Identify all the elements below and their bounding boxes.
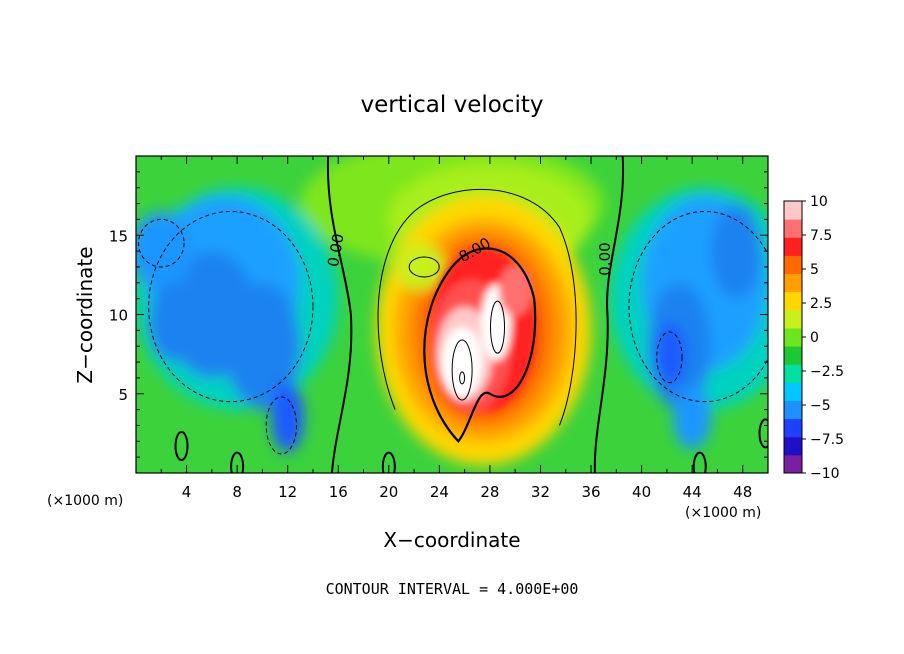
zero-contour-small xyxy=(381,451,396,473)
colorbar-label: −2.5 xyxy=(810,364,844,380)
y-tick-label: 15 xyxy=(109,227,128,245)
colorbar-label: 7.5 xyxy=(810,228,832,244)
contour-interval-footer: CONTOUR INTERVAL = 4.000E+00 xyxy=(326,580,579,598)
colorbar-swatch xyxy=(784,273,802,293)
x-tick-label: 20 xyxy=(379,483,398,501)
x-tick-label: 32 xyxy=(531,483,550,501)
zero-contour-small xyxy=(174,431,189,462)
field-blob xyxy=(673,385,712,450)
x-tick-label: 8 xyxy=(232,483,242,501)
colorbar-label: 0 xyxy=(810,330,819,346)
colorbar-label: 10 xyxy=(810,194,828,210)
contour-label: 0.00 xyxy=(596,242,614,275)
x-tick-label: 24 xyxy=(430,483,449,501)
colorbar-swatch xyxy=(784,400,802,420)
x-tick-label: 40 xyxy=(632,483,651,501)
negative-contour xyxy=(265,396,298,455)
colorbar-label: 2.5 xyxy=(810,296,832,312)
negative-contour xyxy=(148,210,314,403)
x-tick-label: 48 xyxy=(733,483,752,501)
x-unit-left: (×1000 m) xyxy=(47,493,123,509)
colorbar-swatch xyxy=(784,309,802,329)
colorbar-swatch xyxy=(784,436,802,456)
colorbar-label: −10 xyxy=(810,466,840,482)
x-tick-label: 44 xyxy=(683,483,702,501)
colorbar-swatch xyxy=(784,237,802,256)
contour-16 xyxy=(459,371,466,385)
plot-area: 0.00 8.00 0.00 xyxy=(136,156,768,473)
negative-contour xyxy=(138,218,185,268)
field-blob xyxy=(224,282,301,410)
colorbar-label: 5 xyxy=(810,262,819,278)
y-tick-label: 10 xyxy=(109,307,128,325)
zero-contour-small xyxy=(758,418,768,449)
field-core-blob xyxy=(441,327,483,397)
colorbar-swatch xyxy=(784,346,802,365)
colorbar: 10 7.5 5 2.5 0 −2.5 −5 −7.5 −10 xyxy=(783,194,844,482)
y-axis-ticks: 5 10 15 xyxy=(109,171,768,458)
y-tick-label: 5 xyxy=(118,386,128,404)
field-blob xyxy=(148,282,200,363)
chart-title: vertical velocity xyxy=(361,92,544,118)
x-tick-label: 16 xyxy=(329,483,348,501)
colorbar-swatch xyxy=(784,382,802,401)
colorbar-swatch xyxy=(784,327,802,347)
colorbar-swatch xyxy=(784,364,802,383)
field-blob xyxy=(271,382,305,453)
y-axis-label: Z−coordinate xyxy=(73,246,97,383)
x-tick-label: 12 xyxy=(278,483,297,501)
colorbar-label: −5 xyxy=(810,398,831,414)
colorbar-label: −7.5 xyxy=(810,432,844,448)
x-unit-right: (×1000 m) xyxy=(685,505,761,521)
colorbar-swatch xyxy=(784,255,802,275)
contour-label: 0.00 xyxy=(324,232,348,268)
colorbar-swatch xyxy=(784,201,802,220)
x-axis-label: X−coordinate xyxy=(383,528,520,552)
zero-contour-right xyxy=(593,156,625,473)
contour-12 xyxy=(490,300,506,354)
colorbar-swatch xyxy=(784,418,802,438)
x-tick-label: 36 xyxy=(581,483,600,501)
colorbar-swatch xyxy=(784,219,802,238)
field-core-blob xyxy=(498,265,532,317)
colorbar-swatch xyxy=(784,454,802,474)
contour-12 xyxy=(451,339,473,401)
contour-8 xyxy=(423,247,537,443)
x-tick-label: 4 xyxy=(182,483,192,501)
x-tick-label: 28 xyxy=(480,483,499,501)
colorbar-swatch xyxy=(784,291,802,311)
contour-4-small xyxy=(408,256,440,278)
field-blob xyxy=(395,243,446,291)
contour-4 xyxy=(377,188,577,426)
negative-contour xyxy=(656,331,683,384)
zero-contour-small xyxy=(230,451,245,473)
zero-contour-left xyxy=(326,156,353,473)
x-axis-ticks: 4 8 12 16 20 24 28 32 36 40 44 48 xyxy=(160,156,752,501)
negative-contour xyxy=(628,211,768,403)
field-blob xyxy=(655,322,686,386)
zero-contour-small xyxy=(692,451,707,473)
field-blob xyxy=(711,203,762,299)
